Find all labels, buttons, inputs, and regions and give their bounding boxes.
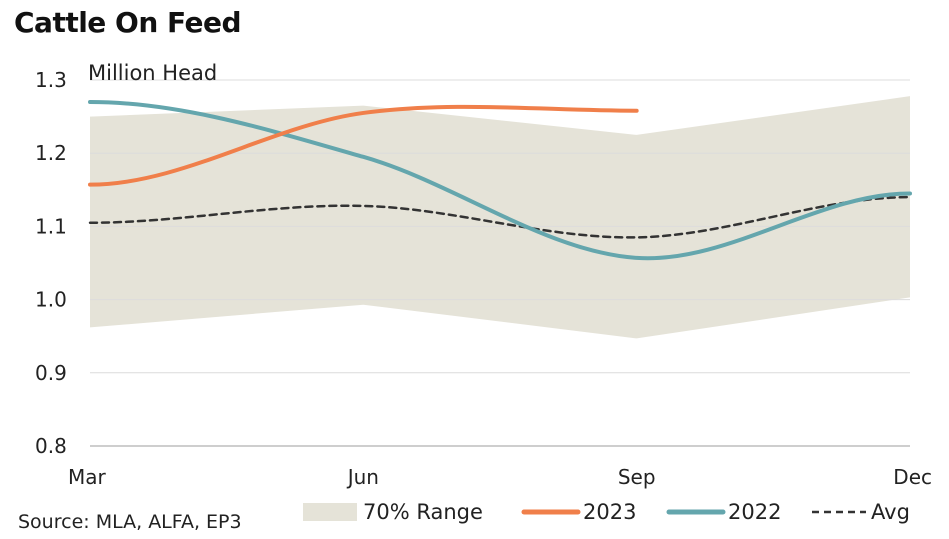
y-tick-label: 0.8 (35, 434, 67, 458)
series-line-avg (88, 195, 912, 239)
chart-title: Cattle On Feed (14, 6, 242, 39)
y-tick-label: 1.0 (35, 288, 67, 312)
legend-swatch-range (303, 503, 357, 521)
legend: 70% Range 2023 2022 Avg (303, 500, 910, 524)
y-tick-label: 1.1 (35, 214, 67, 238)
y-tick-label: 1.2 (35, 141, 67, 165)
series-line-2022 (88, 99, 912, 261)
range-band-area (90, 96, 910, 339)
y-tick-label: 0.9 (35, 361, 67, 385)
x-tick-label: Mar (68, 465, 107, 489)
legend-label-2022: 2022 (728, 500, 781, 524)
legend-label-2023: 2023 (583, 500, 636, 524)
series-lines (88, 99, 912, 261)
legend-label-avg: Avg (871, 500, 910, 524)
legend-label-range: 70% Range (363, 500, 483, 524)
x-tick-label: Sep (618, 465, 656, 489)
x-tick-label: Jun (346, 465, 379, 489)
source-note: Source: MLA, ALFA, EP3 (18, 511, 242, 533)
y-axis-ticks: 0.8 0.9 1.0 1.1 1.2 1.3 (35, 68, 67, 458)
y-axis-unit-label: Million Head (88, 61, 217, 85)
range-band-layer (90, 96, 910, 339)
series-line-2023 (88, 104, 639, 187)
y-tick-label: 1.3 (35, 68, 67, 92)
x-tick-label: Dec (893, 465, 932, 489)
x-axis-ticks: Mar Jun Sep Dec (68, 465, 932, 489)
